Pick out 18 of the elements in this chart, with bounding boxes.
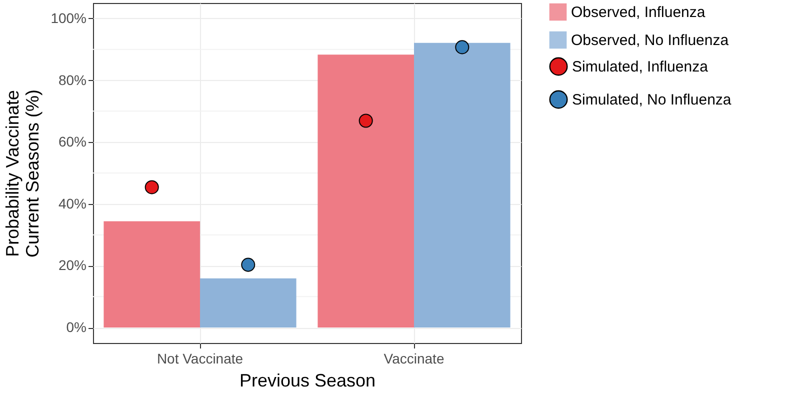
bar <box>200 278 296 328</box>
y-tick-label: 60% <box>58 134 86 150</box>
y-tick-label: 0% <box>66 319 86 336</box>
legend-label: Observed, No Influenza <box>571 32 730 49</box>
legend-label: Observed, Influenza <box>571 4 706 21</box>
y-tick-label: 20% <box>58 257 86 274</box>
x-tick-label: Vaccinate <box>384 350 444 366</box>
legend-label: Simulated, No Influenza <box>572 92 732 108</box>
y-axis-title: Probability Vaccinate Current Seasons (%) <box>2 89 43 258</box>
bar <box>318 54 414 328</box>
bar <box>104 221 200 328</box>
x-tick-label: Not Vaccinate <box>156 350 244 366</box>
x-axis-title: Previous Season <box>239 370 376 390</box>
legend-label: Simulated, Influenza <box>572 58 709 76</box>
y-tick-label: 80% <box>58 72 86 88</box>
y-tick-label: 100% <box>50 10 86 26</box>
bar <box>414 42 510 328</box>
y-tick-label: 40% <box>58 195 86 212</box>
